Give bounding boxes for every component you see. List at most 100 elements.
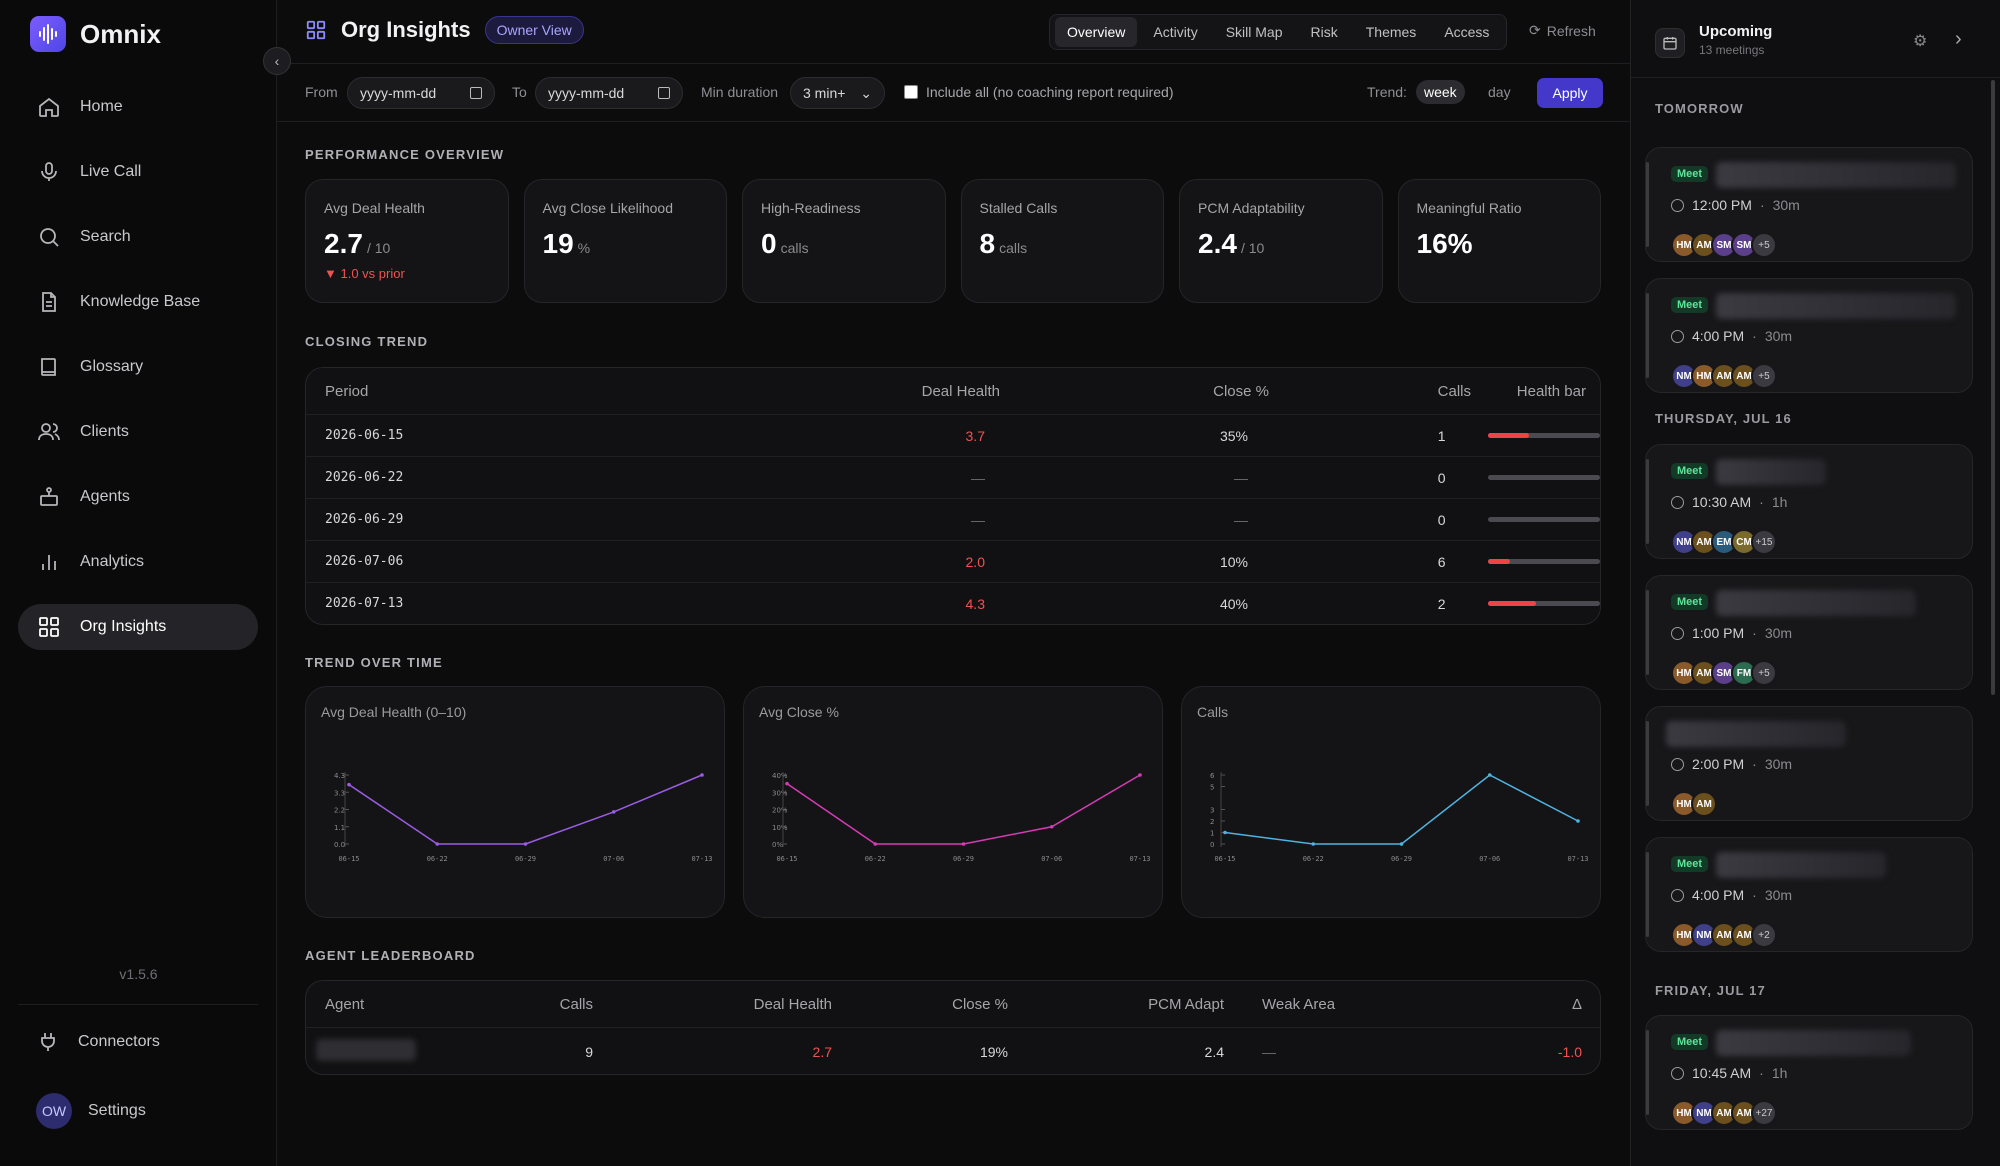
settings-label: Settings	[88, 1102, 146, 1119]
clock-icon	[1671, 1066, 1684, 1080]
trend-label: Trend:	[1367, 84, 1407, 100]
meeting-card[interactable]: 2:00 PM · 30m HM AM	[1645, 706, 1973, 821]
attendee-avatars: HM NM AM AM +2	[1671, 922, 1777, 948]
column-header: Period	[325, 382, 369, 400]
tab-overview[interactable]: Overview	[1055, 17, 1138, 47]
x-tick-label: 06-29	[515, 855, 536, 863]
period-cell: 2026-06-22	[325, 470, 404, 485]
meeting-card[interactable]: Meet 10:30 AM · 1h NM AM EM CM +15	[1645, 444, 1973, 559]
brand[interactable]: Omnix	[30, 16, 161, 52]
meeting-card[interactable]: Meet 1:00 PM · 30m HM AM SM FM +5	[1645, 575, 1973, 690]
column-header: Agent	[325, 995, 365, 1013]
refresh-button[interactable]: ⟳ Refresh	[1529, 22, 1596, 39]
table-row[interactable]: 2026-06-29 — — 0	[306, 498, 1600, 540]
chevron-right-icon[interactable]: ›	[1955, 28, 1962, 50]
table-row[interactable]: 2026-06-22 — — 0	[306, 456, 1600, 498]
sidebar-divider	[18, 1004, 258, 1005]
nav-item-agents[interactable]: Agents	[18, 474, 258, 520]
blurred-meeting-title	[1716, 852, 1886, 878]
refresh-icon: ⟳	[1529, 22, 1541, 38]
meet-badge: Meet	[1671, 297, 1709, 313]
meeting-time: 12:00 PM · 30m	[1671, 197, 1800, 213]
attendee-avatars: HM AM SM FM +5	[1671, 660, 1777, 686]
clock-icon	[1671, 329, 1684, 343]
nav-item-analytics[interactable]: Analytics	[18, 539, 258, 585]
table-row[interactable]: 2026-07-06 2.0 10% 6	[306, 540, 1600, 582]
table-body: 2026-06-15 3.7 35% 1 2026-06-22— —0 2026-06-29…	[306, 414, 1600, 624]
nav-item-connectors[interactable]: Connectors	[36, 1030, 160, 1054]
gear-icon[interactable]: ⚙	[1913, 33, 1928, 50]
agent-name-blurred	[306, 1039, 506, 1064]
data-point	[523, 842, 528, 846]
plug-icon	[41, 1033, 55, 1051]
table-row[interactable]: 9 2.7 19% 2.4 — -1.0	[306, 1027, 1600, 1074]
nav-item-live-call[interactable]: Live Call	[18, 149, 258, 195]
health-bar	[1487, 559, 1600, 564]
tab-skill-map[interactable]: Skill Map	[1225, 24, 1283, 40]
meeting-duration: 1h	[1771, 494, 1788, 510]
nav-item-knowledge-base[interactable]: Knowledge Base	[18, 279, 258, 325]
nav-label: Live Call	[80, 163, 142, 180]
collapse-sidebar-button[interactable]: ‹	[263, 47, 291, 75]
tab-access[interactable]: Access	[1444, 24, 1490, 40]
meeting-card[interactable]: Meet 10:45 AM · 1h HM NM AM AM +27	[1645, 1015, 1973, 1130]
tab-themes[interactable]: Themes	[1365, 24, 1417, 40]
to-date-value: yyyy-mm-dd	[548, 85, 625, 101]
nav-item-home[interactable]: Home	[18, 84, 258, 130]
close-pct-cell: 35%	[1219, 427, 1248, 444]
meeting-start: 4:00 PM	[1692, 328, 1745, 344]
meeting-duration: 1h	[1771, 1065, 1788, 1081]
bar-chart-icon	[36, 549, 62, 575]
robot-icon	[36, 484, 62, 510]
calls-cell: 0	[1437, 511, 1446, 528]
close-pct-cell: 19%	[979, 1043, 1008, 1060]
trend-day-toggle[interactable]: day	[1488, 84, 1511, 100]
chart-title: Avg Deal Health (0–10)	[321, 704, 467, 720]
y-tick-label: 0.0	[334, 841, 345, 849]
table-row[interactable]: 2026-06-15 3.7 35% 1	[306, 414, 1600, 456]
close-pct-line-chart: 0% 10% 20% 30% 40% 06-15 06-22 06-29 07-06 07-13	[772, 772, 1151, 863]
users-icon	[36, 419, 62, 445]
blurred-meeting-title	[1666, 721, 1846, 747]
y-tick-label: 5	[1210, 784, 1214, 792]
close-pct-cell: —	[1234, 511, 1248, 528]
include-all-checkbox[interactable]	[904, 85, 918, 99]
upcoming-header: Upcoming 13 meetings ⚙ ›	[1631, 0, 2000, 78]
min-duration-select[interactable]: 3 min+ ⌄	[790, 77, 885, 109]
main-content: Org Insights Owner View Overview Activit…	[277, 0, 1630, 1166]
tab-activity[interactable]: Activity	[1153, 24, 1198, 40]
y-tick-label: 30%	[772, 789, 788, 797]
nav-item-glossary[interactable]: Glossary	[18, 344, 258, 390]
to-date-input[interactable]: yyyy-mm-dd	[535, 77, 683, 109]
attendee-avatars: NM AM EM CM +15	[1671, 529, 1777, 555]
meeting-card[interactable]: Meet 4:00 PM · 30m HM NM AM AM +2	[1645, 837, 1973, 952]
data-point	[611, 810, 616, 814]
min-duration-value: 3 min+	[803, 85, 846, 101]
microphone-icon	[36, 159, 62, 185]
health-bar-fill	[1487, 601, 1537, 606]
x-tick-label: 07-06	[603, 855, 624, 863]
nav-item-search[interactable]: Search	[18, 214, 258, 260]
kpi-value: 19	[542, 228, 574, 259]
book-icon	[36, 354, 62, 380]
nav-label: Search	[80, 228, 131, 245]
filter-bar: From yyyy-mm-dd To yyyy-mm-dd Min durati…	[277, 64, 1630, 122]
nav-item-org-insights[interactable]: Org Insights	[18, 604, 258, 650]
from-date-input[interactable]: yyyy-mm-dd	[347, 77, 495, 109]
meet-badge: Meet	[1671, 856, 1709, 872]
meeting-card[interactable]: Meet 4:00 PM · 30m NM HM AM AM +5	[1645, 278, 1973, 393]
apply-button[interactable]: Apply	[1537, 78, 1603, 108]
owner-view-badge: Owner View	[484, 16, 584, 44]
table-row[interactable]: 2026-07-13 4.3 40% 2	[306, 582, 1600, 624]
blurred-meeting-title	[1716, 459, 1826, 485]
more-attendees: +27	[1751, 1100, 1777, 1126]
y-tick-label: 10%	[772, 824, 788, 832]
nav-item-clients[interactable]: Clients	[18, 409, 258, 455]
meeting-card[interactable]: Meet 12:00 PM · 30m HM AM SM SM +5	[1645, 147, 1973, 262]
tab-risk[interactable]: Risk	[1310, 24, 1338, 40]
nav-item-settings[interactable]: OW Settings	[36, 1093, 146, 1129]
trend-week-toggle[interactable]: week	[1416, 80, 1465, 104]
more-attendees: +15	[1751, 529, 1777, 555]
scrollbar[interactable]	[1991, 80, 1995, 695]
attendee-avatars: NM HM AM AM +5	[1671, 363, 1777, 389]
